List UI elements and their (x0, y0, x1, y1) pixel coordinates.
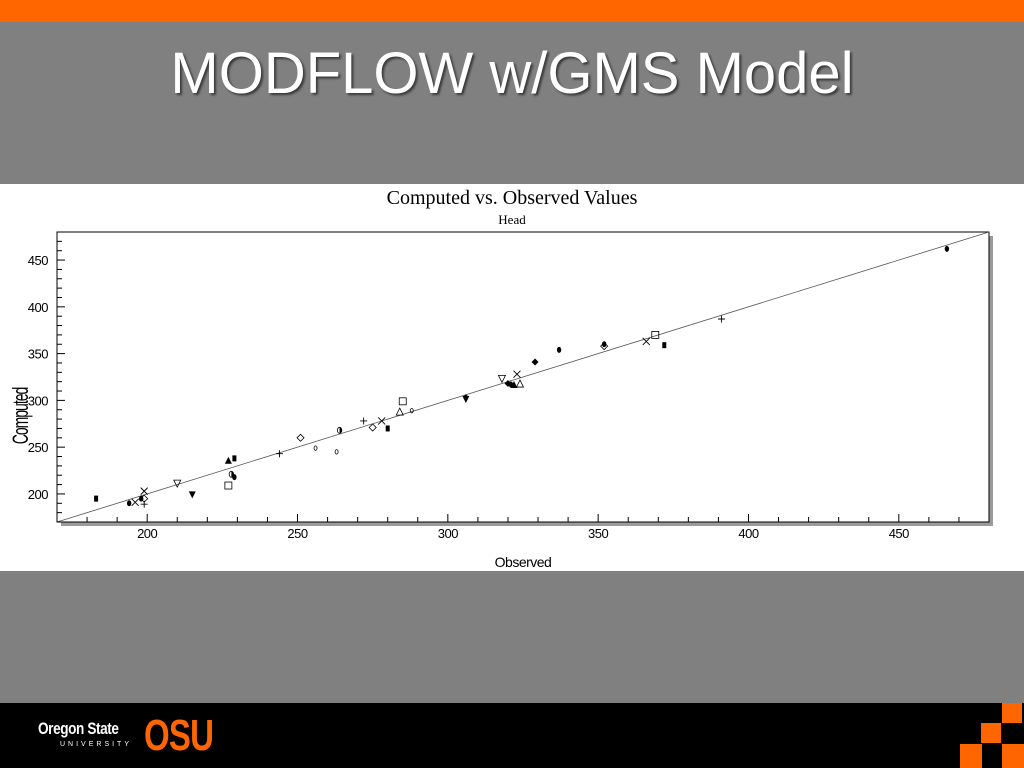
y-axis-tick-labels: 200 250 300 350 400 450 (28, 253, 49, 502)
data-point (385, 425, 390, 432)
y-tick-label: 350 (28, 347, 48, 362)
deco-square (981, 723, 1001, 743)
x-axis-tick-labels: 200 250 300 350 400 450 (137, 526, 910, 541)
slide-title: MODFLOW w/GMS Model (170, 41, 854, 106)
data-point (377, 417, 386, 425)
footer-bar: Oregon State UNIVERSITY OSU (0, 703, 1024, 768)
data-point (531, 358, 539, 366)
data-point (651, 331, 660, 339)
y-tick-label: 400 (28, 300, 48, 315)
data-point (515, 379, 525, 388)
data-point (224, 456, 232, 464)
data-point (126, 500, 132, 507)
data-point (275, 450, 283, 458)
deco-square (1002, 703, 1022, 723)
decorative-squares (955, 703, 1024, 768)
data-point (173, 479, 182, 489)
deco-square (1002, 744, 1024, 768)
x-tick-label: 350 (588, 526, 608, 541)
data-point (513, 370, 521, 379)
one-to-one-reference-line (56, 231, 990, 523)
logo-osu-mark: OSU (144, 711, 214, 760)
y-tick-label: 450 (28, 253, 48, 268)
data-point (556, 346, 562, 353)
deco-square (960, 744, 982, 768)
x-tick-label: 250 (287, 526, 307, 541)
scatter-chart: Computed vs. Observed Values Head 200 250… (8, 187, 993, 570)
data-point (395, 407, 404, 416)
data-point (662, 342, 667, 349)
x-tick-label: 300 (438, 526, 458, 541)
chart-title: Computed vs. Observed Values (387, 187, 638, 209)
data-point (140, 500, 148, 508)
data-point (601, 341, 607, 348)
x-tick-label: 400 (738, 526, 758, 541)
data-point (944, 245, 950, 252)
data-point (360, 417, 368, 425)
data-point (717, 315, 725, 323)
data-point (409, 408, 414, 414)
data-point (497, 374, 507, 384)
top-accent-bar (0, 0, 1024, 22)
data-point (313, 445, 318, 451)
data-point (600, 342, 609, 351)
data-point (224, 481, 233, 490)
y-axis-label: Computed (8, 387, 33, 444)
y-axis-ticks (57, 231, 65, 523)
data-point (642, 337, 651, 346)
data-point (463, 394, 469, 401)
data-point (232, 455, 237, 462)
chart-panel: Computed vs. Observed Values Head 200 250… (0, 184, 1024, 571)
data-point (334, 449, 339, 455)
y-tick-label: 200 (28, 487, 48, 502)
data-point (140, 487, 149, 495)
x-axis-label: Observed (495, 554, 552, 570)
data-point (368, 423, 377, 432)
y-tick-label: 300 (28, 393, 48, 408)
data-point (94, 495, 99, 502)
x-tick-label: 450 (889, 526, 909, 541)
logo-subtitle: UNIVERSITY (60, 741, 133, 748)
data-point (337, 426, 343, 434)
data-point (296, 433, 305, 442)
data-point (510, 380, 518, 388)
data-point (188, 491, 196, 499)
data-point (398, 397, 407, 406)
logo-wordmark: Oregon State (38, 719, 119, 738)
osu-logo: Oregon State UNIVERSITY OSU (38, 713, 214, 759)
data-point (232, 474, 237, 481)
x-axis-ticks (56, 514, 990, 522)
data-point (504, 380, 512, 388)
data-point (131, 498, 139, 507)
x-tick-label: 200 (137, 526, 157, 541)
y-tick-label: 250 (28, 440, 48, 455)
data-points (94, 245, 950, 508)
chart-subtitle: Head (498, 212, 526, 227)
